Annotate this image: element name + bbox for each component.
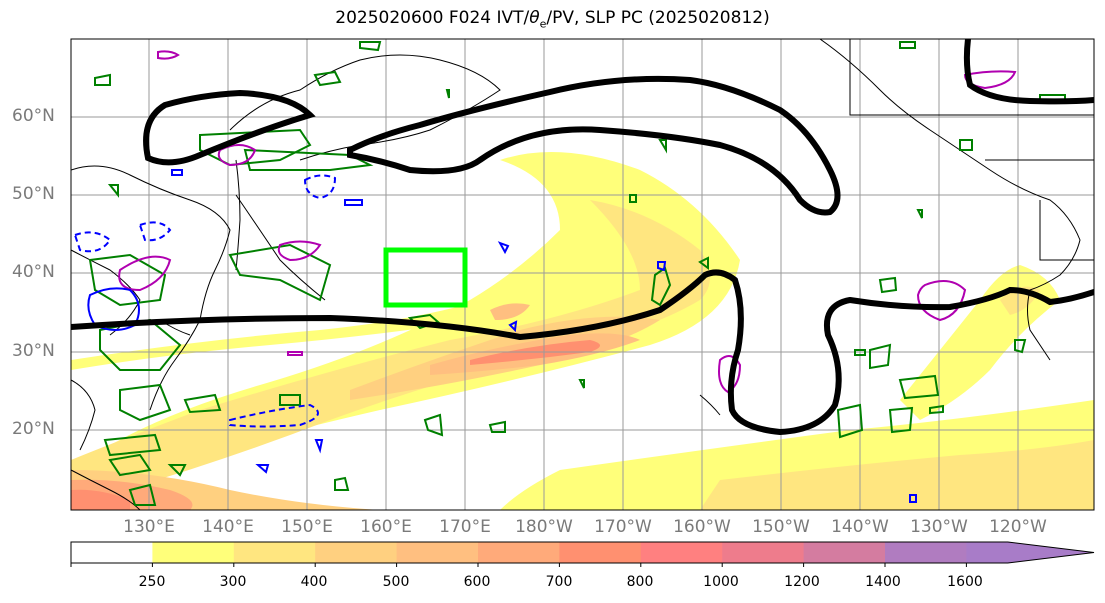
lat-label-60: 60°N (12, 106, 55, 126)
lon-label-170w: 170°W (594, 517, 652, 537)
colorbar (70, 541, 1095, 567)
slp-contours (71, 39, 1094, 436)
lat-label-30: 30°N (12, 341, 55, 361)
colorbar-segment (152, 542, 235, 563)
lon-label-130w: 130°W (910, 517, 968, 537)
colorbar-tick-500: 500 (382, 574, 410, 590)
lon-label-140w: 140°W (831, 517, 889, 537)
lon-label-150w: 150°W (752, 517, 810, 537)
lon-label-140e: 140°E (202, 517, 254, 537)
colorbar-segment (71, 542, 153, 563)
colorbar-segment (233, 542, 316, 563)
colorbar-segment (478, 542, 560, 563)
map-frame (70, 38, 1095, 511)
lon-label-170e: 170°E (439, 517, 491, 537)
colorbar-tick-1000: 1000 (703, 574, 739, 590)
colorbar-extend-arrow (966, 542, 1094, 563)
title-theta-sub: e (539, 17, 547, 31)
lon-label-160e: 160°E (360, 517, 412, 537)
coastlines (71, 39, 1094, 510)
colorbar-tick-1400: 1400 (865, 574, 901, 590)
colorbar-tick-1200: 1200 (784, 574, 820, 590)
ivt-shading (71, 152, 1094, 510)
lon-label-120w: 120°W (989, 517, 1047, 537)
colorbar-tick-250: 250 (138, 574, 166, 590)
colorbar-segment (640, 542, 723, 563)
lon-label-180w: 180°W (515, 517, 573, 537)
colorbar-tick-700: 700 (545, 574, 573, 590)
colorbar-segment (315, 542, 398, 563)
title-theta: θ (529, 8, 540, 28)
colorbar-segment (396, 542, 479, 563)
colorbar-segment (722, 542, 805, 563)
colorbar-segment (885, 542, 967, 563)
colorbar-tick-400: 400 (300, 574, 328, 590)
title-run: 2025020600 F024 IVT/ (335, 8, 530, 28)
colorbar-tick-1600: 1600 (947, 574, 983, 590)
lat-label-20: 20°N (12, 419, 55, 439)
colorbar-tick-300: 300 (219, 574, 247, 590)
colorbar-tick-600: 600 (463, 574, 491, 590)
lat-label-50: 50°N (12, 184, 55, 204)
colorbar-segment (803, 542, 886, 563)
colorbar-tick-800: 800 (626, 574, 654, 590)
highlight-box (383, 247, 468, 308)
lon-label-130e: 130°E (123, 517, 175, 537)
colorbar-segment (559, 542, 642, 563)
lat-label-40: 40°N (12, 262, 55, 282)
lon-label-150e: 150°E (281, 517, 333, 537)
lon-label-160w: 160°W (673, 517, 731, 537)
title-rest: /PV, SLP PC (2025020812) (546, 8, 770, 28)
map-title: 2025020600 F024 IVT/θe/PV, SLP PC (20250… (0, 8, 1105, 30)
colorbar-outline (70, 541, 1095, 564)
